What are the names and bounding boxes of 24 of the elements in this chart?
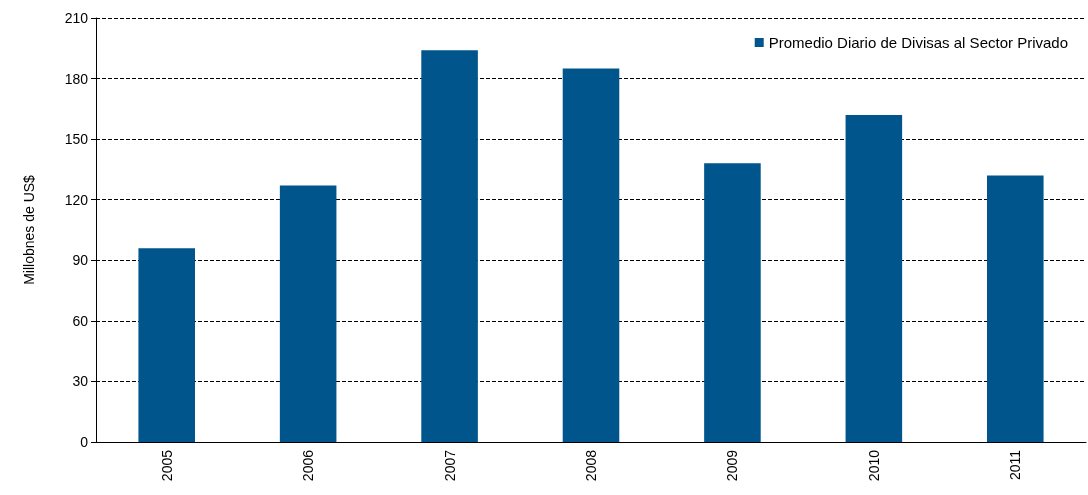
x-tick-label: 2005 (158, 449, 175, 482)
y-tick-label: 90 (72, 252, 89, 269)
bar (845, 114, 903, 442)
x-tick-label: 2008 (583, 449, 599, 482)
y-tick-label: 0 (80, 434, 89, 450)
y-axis-title: Millobnes de US$ (21, 174, 37, 285)
x-tick-label: 2010 (865, 449, 882, 482)
x-tick-label: 2009 (724, 449, 741, 482)
bar (704, 163, 761, 442)
bar (279, 185, 337, 442)
y-tick-label: 60 (72, 312, 89, 329)
y-tick-label: 150 (64, 131, 89, 148)
x-tick-label: 2011 (1007, 449, 1024, 481)
bar (987, 175, 1044, 442)
legend-label: Promedio Diario de Divisas al Sector Privado (768, 34, 1069, 51)
bar (562, 68, 620, 442)
x-tick-label: 2007 (441, 449, 458, 482)
y-tick-label: 30 (72, 373, 89, 390)
bar (138, 248, 195, 442)
x-tick-label: 2006 (300, 449, 317, 482)
y-tick-label: 180 (64, 70, 89, 87)
y-tick-label: 120 (64, 191, 89, 208)
bar (421, 50, 478, 442)
y-tick-label: 210 (64, 10, 89, 26)
